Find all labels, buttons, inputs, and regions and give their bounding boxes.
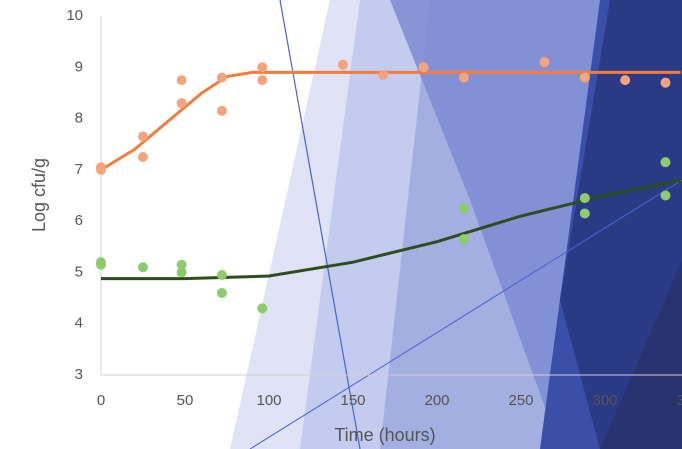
y-tick-label: 4 — [75, 315, 83, 332]
x-tick-label: 250 — [508, 392, 533, 409]
y-tick-label: 5 — [75, 263, 83, 280]
y-tick-label: 3 — [75, 366, 83, 383]
data-point — [217, 73, 227, 83]
background-shapes — [230, 0, 682, 449]
data-point — [580, 73, 590, 83]
data-point — [660, 78, 670, 88]
chart: 345678910050100150200250300350 Time (hou… — [0, 0, 682, 449]
data-point — [217, 106, 227, 116]
data-point — [96, 260, 106, 270]
x-tick-label: 100 — [256, 392, 281, 409]
x-tick-label: 0 — [97, 392, 105, 409]
data-point — [138, 262, 148, 272]
data-point — [217, 288, 227, 298]
x-axis-title: Time (hours) — [334, 425, 435, 445]
data-point — [138, 152, 148, 162]
x-tick-label: 200 — [424, 392, 449, 409]
data-point — [177, 75, 187, 85]
data-point — [217, 270, 227, 280]
data-point — [378, 70, 388, 80]
data-point — [459, 234, 469, 244]
x-tick-label: 50 — [177, 392, 194, 409]
data-point — [177, 98, 187, 108]
data-point — [620, 75, 630, 85]
data-point — [257, 303, 267, 313]
data-point — [419, 62, 429, 72]
x-tick-label: 350 — [676, 392, 682, 409]
y-axis-title: Log cfu/g — [29, 158, 49, 232]
data-point — [660, 191, 670, 201]
data-point — [459, 73, 469, 83]
y-tick-label: 10 — [66, 7, 83, 24]
data-point — [257, 75, 267, 85]
data-point — [540, 57, 550, 67]
data-point — [338, 60, 348, 70]
data-point — [96, 162, 106, 172]
data-point — [660, 157, 670, 167]
y-tick-label: 8 — [75, 110, 83, 127]
y-tick-label: 9 — [75, 58, 83, 75]
x-tick-label: 300 — [592, 392, 617, 409]
data-point — [459, 203, 469, 213]
data-point — [580, 193, 590, 203]
x-tick-label: 150 — [340, 392, 365, 409]
y-tick-label: 6 — [75, 212, 83, 229]
y-tick-label: 7 — [75, 161, 83, 178]
data-point — [257, 62, 267, 72]
data-point — [177, 267, 187, 277]
data-point — [580, 208, 590, 218]
data-point — [138, 132, 148, 142]
